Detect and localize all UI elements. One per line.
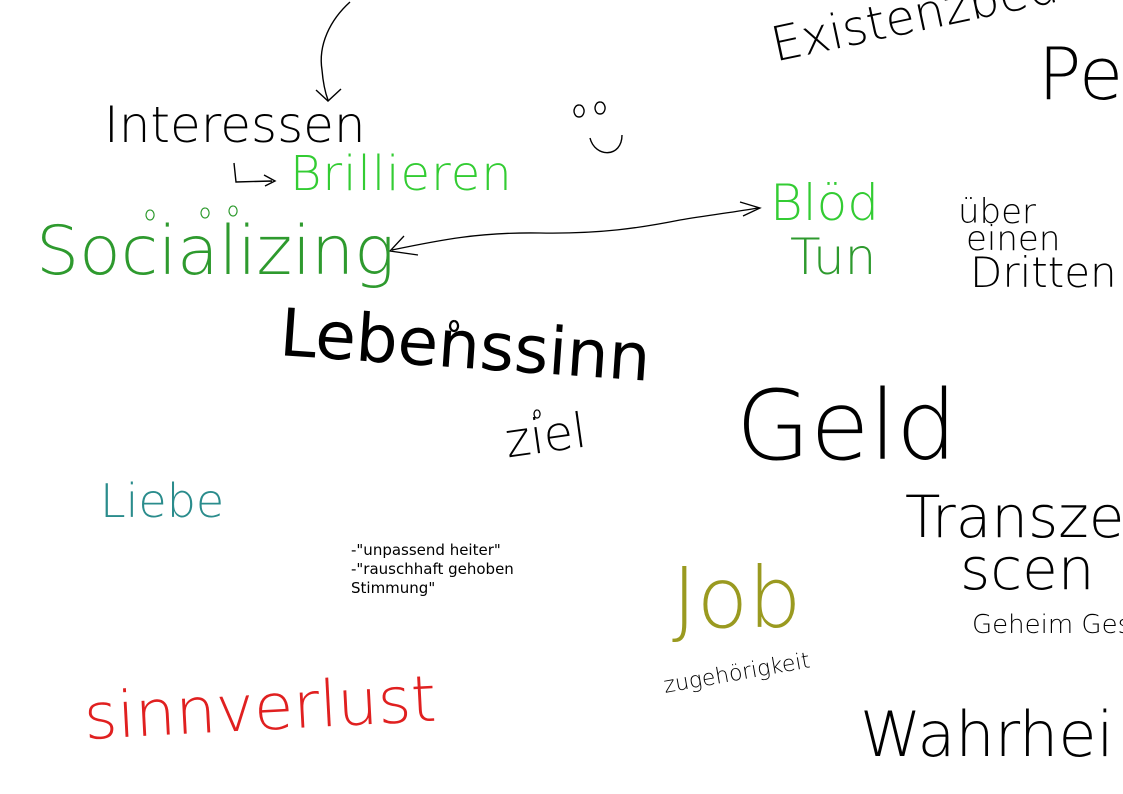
typed-note-line: -"rauschhaft gehoben bbox=[351, 560, 514, 578]
handwritten-bloed: Blöd bbox=[770, 174, 879, 232]
ziel-dot bbox=[533, 409, 541, 419]
arrow-to-interessen-head bbox=[315, 88, 342, 102]
double-arrow bbox=[391, 207, 759, 251]
typed-note: -"unpassend heiter" -"rauschhaft gehoben… bbox=[351, 541, 514, 598]
handwritten-job: Job bbox=[672, 549, 802, 647]
double-arrow-right-head bbox=[739, 201, 762, 217]
handwritten-wahrheit: Wahrhei bbox=[860, 698, 1114, 771]
typed-note-line: -"unpassend heiter" bbox=[351, 541, 501, 559]
handwritten-dritten: Dritten bbox=[970, 248, 1117, 297]
socializing-dots bbox=[145, 205, 238, 221]
handwritten-sinnverlust: sinnverlust bbox=[82, 662, 439, 755]
handwritten-ziel: ziel bbox=[501, 402, 590, 470]
handwritten-geheim: Geheim Ges bbox=[972, 610, 1123, 640]
handwritten-ueber: über bbox=[958, 192, 1037, 232]
handwritten-transzendenz-1: Transze bbox=[905, 483, 1123, 551]
lebenssinn-dot bbox=[448, 319, 460, 333]
handwritten-pe: Pe bbox=[1038, 32, 1123, 116]
interessen-sub-arrow bbox=[233, 162, 277, 187]
handwritten-transzendenz-2: scen bbox=[960, 535, 1095, 603]
typed-note-line: Stimmung" bbox=[351, 579, 436, 597]
handwritten-tun: Tun bbox=[790, 228, 877, 286]
handwritten-brillieren: Brillieren bbox=[290, 146, 513, 202]
double-arrow-left-head bbox=[388, 235, 419, 256]
smiley-face bbox=[573, 101, 623, 154]
handwritten-geld: Geld bbox=[736, 370, 958, 482]
handwritten-socializing: Socializing bbox=[36, 212, 395, 291]
arrow-to-interessen bbox=[320, 1, 351, 101]
handwritten-liebe: Liebe bbox=[100, 474, 225, 528]
handwritten-einen: einen bbox=[966, 219, 1061, 259]
handwritten-interessen: Interessen bbox=[104, 96, 366, 154]
